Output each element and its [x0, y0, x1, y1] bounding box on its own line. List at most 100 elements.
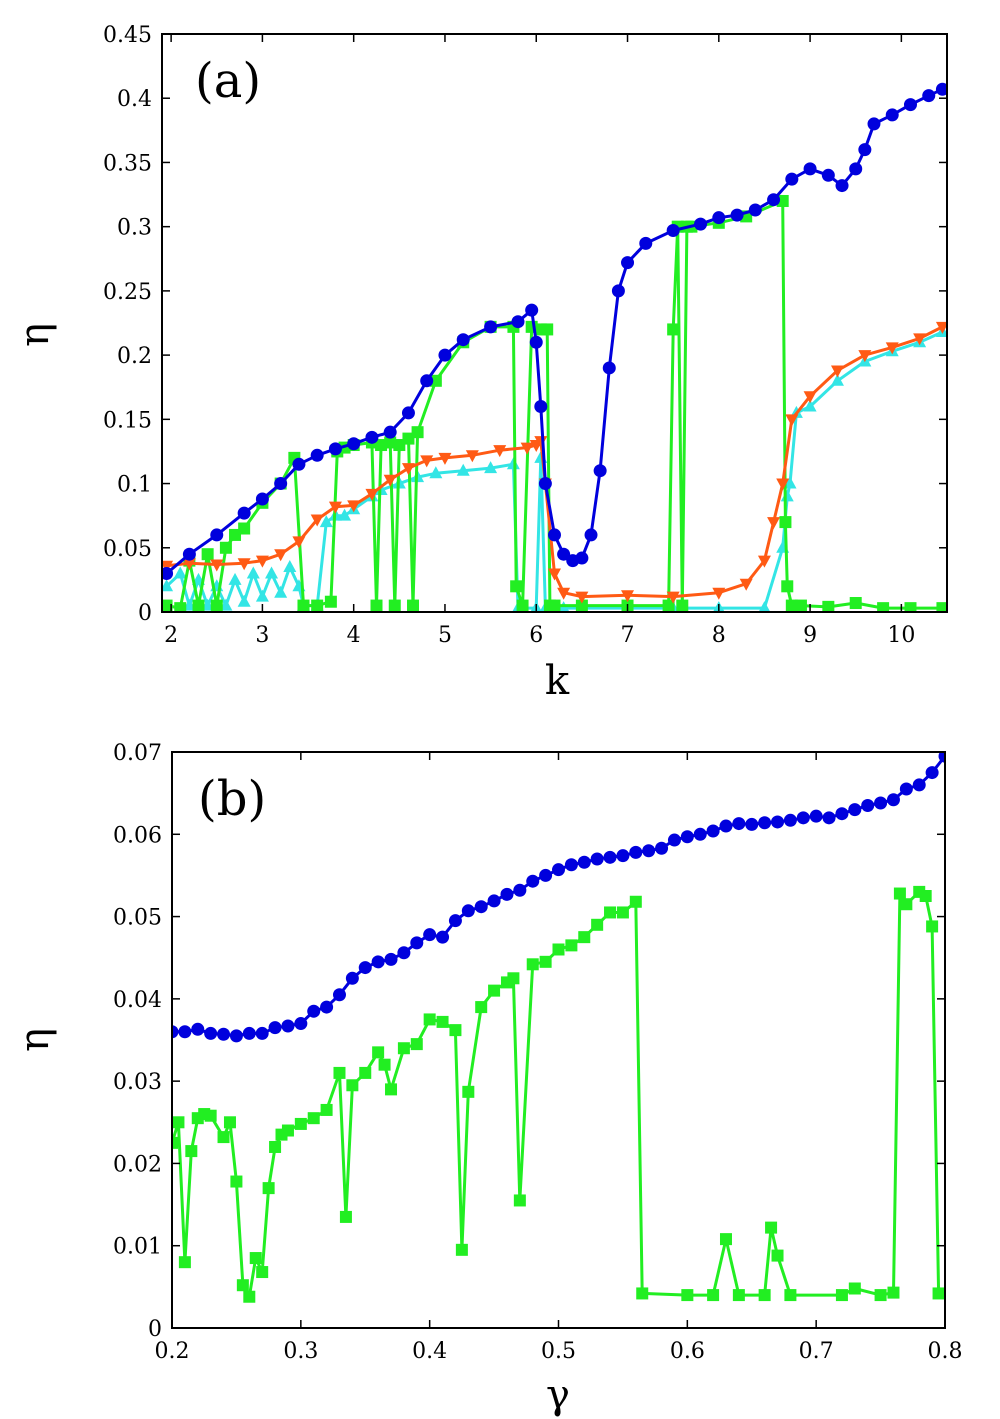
data-point	[178, 1025, 192, 1039]
data-point	[861, 798, 875, 812]
data-point	[274, 549, 288, 562]
data-point	[292, 457, 306, 471]
data-point	[629, 845, 643, 859]
panel-a-ylabel: η	[12, 323, 58, 347]
data-point	[767, 517, 781, 530]
y-tick-label: 0.1	[117, 473, 152, 498]
y-tick-label: 0.05	[103, 537, 152, 562]
data-point	[590, 852, 604, 866]
data-point	[423, 928, 437, 942]
data-point	[602, 361, 616, 375]
data-point	[210, 559, 224, 572]
data-point	[732, 1289, 745, 1302]
data-point	[785, 599, 798, 612]
data-point	[223, 1116, 236, 1129]
data-point	[552, 943, 565, 956]
data-point	[758, 601, 771, 612]
x-tick-label: 0.8	[928, 1339, 963, 1364]
data-point	[712, 587, 726, 600]
data-point	[249, 1252, 262, 1265]
data-point	[932, 1287, 945, 1300]
data-point	[429, 466, 443, 479]
data-point	[191, 1022, 205, 1036]
data-point	[365, 430, 379, 444]
y-tick-label: 0.04	[113, 988, 162, 1013]
data-point	[365, 488, 379, 501]
data-point	[557, 547, 571, 561]
data-point	[242, 1026, 256, 1040]
panel-b-xlabel: γ	[546, 1372, 570, 1418]
data-point	[830, 365, 844, 378]
series-line-blue-circles	[165, 87, 944, 575]
data-point	[539, 955, 552, 968]
data-point	[758, 1289, 771, 1302]
data-point	[794, 599, 807, 612]
x-tick-label: 10	[887, 623, 915, 648]
y-tick-label: 0.07	[113, 741, 162, 766]
data-point	[525, 303, 539, 317]
data-point	[358, 961, 372, 975]
data-point	[886, 793, 900, 807]
data-point	[712, 211, 726, 225]
data-point	[347, 437, 361, 451]
data-point	[575, 551, 589, 565]
data-point	[173, 566, 187, 579]
data-point	[655, 841, 669, 855]
data-point	[311, 599, 324, 612]
data-point	[564, 858, 578, 872]
data-point	[281, 1124, 294, 1137]
data-point	[397, 1042, 410, 1055]
data-point	[577, 855, 591, 869]
x-tick-label: 2	[164, 623, 178, 648]
data-point	[488, 984, 501, 997]
data-point	[333, 1066, 346, 1079]
data-point	[217, 1027, 231, 1041]
data-point	[591, 918, 604, 931]
series-blue-circles	[172, 752, 945, 1043]
data-point	[936, 602, 947, 612]
data-point	[858, 350, 872, 363]
y-tick-label: 0.03	[113, 1070, 162, 1095]
y-tick-label: 0.35	[103, 151, 152, 176]
data-point	[243, 1290, 256, 1303]
x-tick-label: 0.3	[283, 1339, 318, 1364]
data-point	[438, 348, 452, 362]
data-point	[666, 224, 680, 238]
data-point	[765, 1221, 778, 1234]
series-line-green-squares	[166, 199, 943, 610]
y-tick-label: 0.45	[103, 23, 152, 48]
data-point	[383, 425, 397, 439]
data-point	[874, 796, 888, 810]
data-point	[230, 1175, 243, 1188]
data-point	[182, 558, 196, 571]
series-blue-circles	[162, 82, 947, 580]
y-tick-label: 0.3	[117, 216, 152, 241]
series-green-squares	[172, 885, 945, 1303]
data-point	[420, 374, 434, 388]
data-point	[370, 599, 383, 612]
data-point	[229, 528, 242, 541]
data-point	[557, 587, 571, 600]
series-line-blue-circles	[172, 755, 945, 1038]
data-point	[538, 477, 552, 491]
data-point	[667, 323, 680, 336]
data-point	[539, 868, 553, 882]
panel-b-frame	[171, 751, 946, 1329]
data-point	[182, 547, 196, 561]
data-point	[935, 82, 947, 96]
data-point	[410, 936, 424, 950]
data-point	[493, 445, 507, 458]
data-point	[178, 1256, 191, 1269]
data-point	[229, 1029, 243, 1043]
data-point	[510, 580, 523, 593]
data-point	[411, 426, 424, 439]
data-point	[758, 816, 772, 830]
x-tick-label: 5	[438, 623, 452, 648]
panel-a-ticks: 2 3 4 5 6 7 8 9 10 0 0.05 0.1 0.15 0.2 0.25 0.3 0.35 0.4 0…	[103, 23, 947, 648]
data-point	[436, 1015, 449, 1028]
data-point	[385, 1083, 398, 1096]
data-point	[269, 1140, 282, 1153]
data-point	[328, 442, 342, 456]
data-point	[237, 558, 251, 571]
x-tick-label: 8	[712, 623, 726, 648]
